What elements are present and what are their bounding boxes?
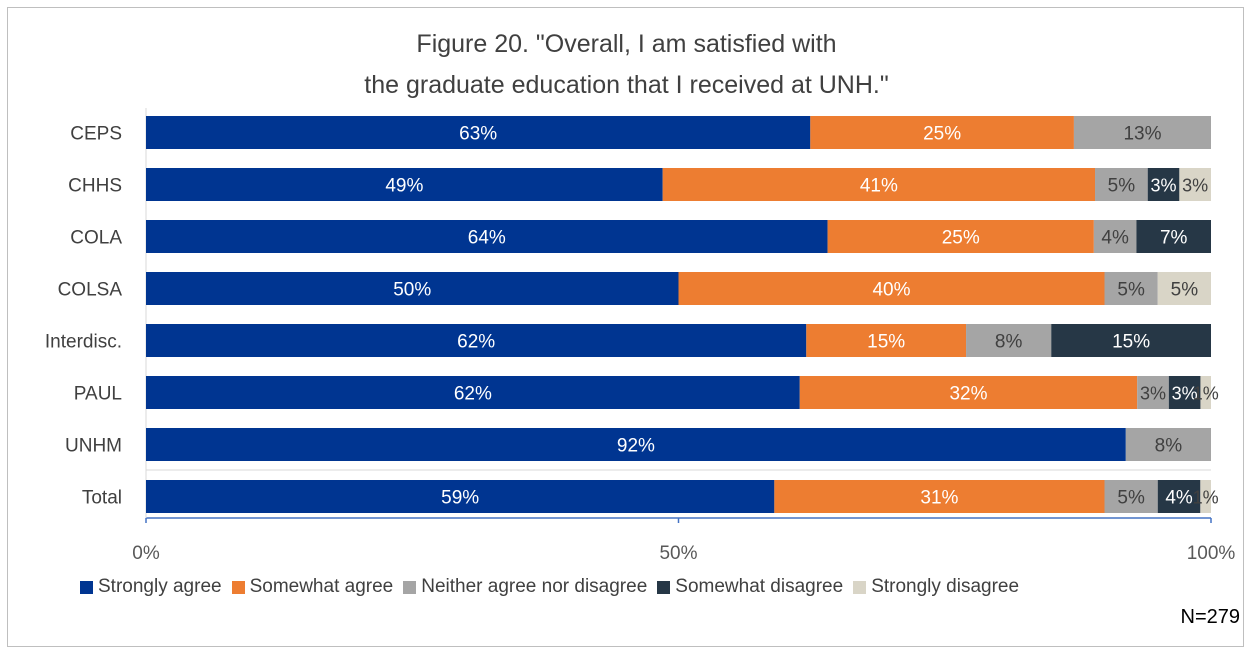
legend-swatch — [80, 580, 93, 594]
chart-legend: Strongly agree Somewhat agree Neither agre… — [80, 574, 1029, 600]
data-label-colsa-somewhat-agree: 40% — [872, 280, 910, 301]
data-label-colsa-strongly-agree: 50% — [393, 280, 431, 301]
data-label-total-somewhat-disagree: 4% — [1165, 488, 1193, 509]
x-tick-label: 50% — [659, 543, 697, 564]
data-label-cola-strongly-agree: 64% — [468, 228, 506, 249]
data-label-ceps-strongly-agree: 63% — [459, 124, 497, 145]
bar-colsa-neither-agree-nor-disagree — [1104, 272, 1158, 305]
data-label-total-neither-agree-nor-disagree: 5% — [1117, 488, 1145, 509]
legend-label: Neither agree nor disagree — [421, 576, 648, 597]
legend-item-strongly-agree: Strongly agree — [80, 576, 222, 598]
data-label-chhs-strongly-disagree: 3% — [1182, 176, 1208, 196]
data-label-paul-somewhat-agree: 32% — [949, 384, 987, 405]
data-label-interdisc-somewhat-disagree: 15% — [1112, 332, 1150, 353]
bar-colsa-strongly-disagree — [1157, 272, 1211, 305]
data-label-interdisc-somewhat-agree: 15% — [867, 332, 905, 353]
bar-ceps-neither-agree-nor-disagree — [1073, 116, 1211, 149]
category-label-colsa: COLSA — [58, 280, 123, 301]
data-label-cola-somewhat-disagree: 7% — [1160, 228, 1188, 249]
legend-swatch — [657, 580, 671, 594]
bar-unhm-strongly-agree — [146, 428, 1126, 461]
bar-paul-strongly-disagree — [1200, 376, 1211, 409]
legend-item-somewhat-agree: Somewhat agree — [231, 576, 394, 598]
chart-title-line-1: Figure 20. "Overall, I am satisfied with — [416, 30, 837, 58]
bar-cola-strongly-agree — [146, 220, 828, 253]
bar-colsa-somewhat-agree — [678, 272, 1105, 305]
bar-unhm-neither-agree-nor-disagree — [1125, 428, 1211, 461]
data-label-total-somewhat-agree: 31% — [920, 488, 958, 509]
category-label-interdisc: Interdisc. — [45, 332, 122, 353]
data-label-paul-somewhat-disagree: 3% — [1172, 384, 1198, 404]
legend-label: Strongly agree — [98, 576, 222, 597]
bar-chhs-strongly-disagree — [1179, 168, 1211, 201]
data-label-colsa-neither-agree-nor-disagree: 5% — [1117, 280, 1145, 301]
legend-swatch — [403, 580, 417, 594]
bar-ceps-somewhat-agree — [810, 116, 1074, 149]
data-label-ceps-somewhat-agree: 25% — [923, 124, 961, 145]
x-tick-label: 100% — [1187, 543, 1236, 564]
category-label-total: Total — [82, 488, 122, 509]
data-label-colsa-strongly-disagree: 5% — [1171, 280, 1199, 301]
data-label-chhs-somewhat-agree: 41% — [860, 176, 898, 197]
bar-total-strongly-agree — [146, 480, 775, 513]
bar-cola-neither-agree-nor-disagree — [1093, 220, 1137, 253]
category-label-chhs: CHHS — [68, 176, 122, 197]
data-label-unhm-neither-agree-nor-disagree: 8% — [1155, 436, 1183, 457]
data-label-ceps-neither-agree-nor-disagree: 13% — [1123, 124, 1161, 145]
sample-size-label: N=279 — [1180, 606, 1241, 628]
legend-item-somewhat-disagree: Somewhat disagree — [657, 576, 843, 598]
data-label-paul-neither-agree-nor-disagree: 3% — [1140, 384, 1166, 404]
bar-colsa-strongly-agree — [146, 272, 679, 305]
legend-swatch — [231, 580, 245, 594]
data-label-cola-somewhat-agree: 25% — [942, 228, 980, 249]
data-label-total-strongly-disagree: 1% — [1193, 488, 1219, 508]
bar-total-neither-agree-nor-disagree — [1104, 480, 1158, 513]
x-tick-label: 0% — [132, 543, 160, 564]
data-label-chhs-neither-agree-nor-disagree: 5% — [1108, 176, 1136, 197]
bar-chhs-neither-agree-nor-disagree — [1095, 168, 1148, 201]
bar-chhs-strongly-agree — [146, 168, 663, 201]
category-label-cola: COLA — [70, 228, 122, 249]
category-label-ceps: CEPS — [70, 124, 122, 145]
data-label-cola-neither-agree-nor-disagree: 4% — [1101, 228, 1129, 249]
data-label-chhs-somewhat-disagree: 3% — [1151, 176, 1177, 196]
bar-total-somewhat-disagree — [1157, 480, 1201, 513]
bar-interdisc-somewhat-agree — [806, 324, 967, 357]
bar-paul-neither-agree-nor-disagree — [1137, 376, 1169, 409]
bar-interdisc-somewhat-disagree — [1051, 324, 1211, 357]
data-label-total-strongly-agree: 59% — [441, 488, 479, 509]
data-label-paul-strongly-agree: 62% — [454, 384, 492, 405]
legend-item-neither-agree-nor-disagree: Neither agree nor disagree — [403, 576, 647, 598]
bar-cola-somewhat-agree — [827, 220, 1094, 253]
data-label-chhs-strongly-agree: 49% — [385, 176, 423, 197]
legend-label: Somewhat disagree — [675, 576, 844, 597]
category-label-unhm: UNHM — [65, 436, 122, 457]
data-label-interdisc-neither-agree-nor-disagree: 8% — [995, 332, 1023, 353]
legend-label: Strongly disagree — [871, 576, 1020, 597]
bar-paul-somewhat-disagree — [1168, 376, 1201, 409]
data-label-unhm-strongly-agree: 92% — [617, 436, 655, 457]
bar-cola-somewhat-disagree — [1136, 220, 1211, 253]
bar-chhs-somewhat-disagree — [1147, 168, 1180, 201]
bar-interdisc-neither-agree-nor-disagree — [966, 324, 1052, 357]
chart-title-line-2: the graduate education that I received a… — [364, 71, 889, 99]
bar-interdisc-strongly-agree — [146, 324, 807, 357]
bar-chhs-somewhat-agree — [662, 168, 1096, 201]
bar-total-strongly-disagree — [1200, 480, 1211, 513]
bar-paul-somewhat-agree — [799, 376, 1138, 409]
legend-item-strongly-disagree: Strongly disagree — [853, 576, 1019, 598]
legend-label: Somewhat agree — [249, 576, 394, 597]
bar-ceps-strongly-agree — [146, 116, 811, 149]
legend-swatch — [853, 580, 867, 594]
bar-paul-strongly-agree — [146, 376, 800, 409]
data-label-interdisc-strongly-agree: 62% — [457, 332, 495, 353]
category-label-paul: PAUL — [74, 384, 122, 405]
data-label-paul-strongly-disagree: 1% — [1193, 384, 1219, 404]
bar-total-somewhat-agree — [774, 480, 1105, 513]
